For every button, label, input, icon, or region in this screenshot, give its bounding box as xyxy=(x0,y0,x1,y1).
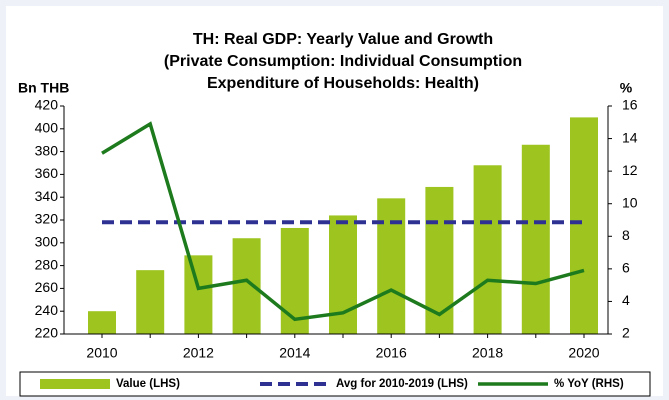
y-tick-label: 340 xyxy=(35,188,59,204)
y-axis-title: Bn THB xyxy=(18,80,69,96)
y-tick-label: 220 xyxy=(35,325,59,341)
x-tick-label: 2014 xyxy=(279,345,310,361)
bar xyxy=(425,186,454,334)
y2-axis-title: % xyxy=(620,80,633,96)
y-tick-label: 360 xyxy=(35,165,59,181)
x-tick-label: 2012 xyxy=(183,345,214,361)
chart-title: (Private Consumption: Individual Consump… xyxy=(164,53,522,70)
y2-tick-label: 8 xyxy=(622,227,630,243)
bar xyxy=(329,215,357,334)
y-tick-label: 260 xyxy=(35,279,59,295)
y-tick-label: 320 xyxy=(35,211,59,227)
bar xyxy=(473,165,502,334)
legend-label: Avg for 2010-2019 (LHS) xyxy=(336,378,468,390)
y2-tick-label: 2 xyxy=(622,325,630,341)
line xyxy=(101,121,585,322)
chart-title: Expenditure of Households: Health) xyxy=(207,75,479,92)
y-tick-label: 300 xyxy=(35,234,59,250)
y-tick-label: 380 xyxy=(35,142,59,158)
legend-swatch xyxy=(40,379,110,389)
y-tick-label: 240 xyxy=(35,302,59,318)
y2-tick-label: 6 xyxy=(622,260,630,276)
bar xyxy=(570,117,598,335)
bar xyxy=(184,255,213,334)
x-tick-label: 2010 xyxy=(86,345,117,361)
y2-tick-label: 4 xyxy=(622,292,630,308)
y-tick-label: 280 xyxy=(35,256,59,272)
x-tick-label: 2020 xyxy=(568,345,599,361)
y2-tick-label: 10 xyxy=(622,194,638,210)
x-tick-label: 2018 xyxy=(472,345,503,361)
y2-tick-label: 12 xyxy=(622,162,638,178)
bar xyxy=(136,270,165,334)
y-tick-label: 400 xyxy=(35,120,59,136)
chart-title: TH: Real GDP: Yearly Value and Growth xyxy=(193,31,493,48)
legend-label: % YoY (RHS) xyxy=(554,378,624,390)
y2-tick-label: 16 xyxy=(622,97,638,113)
y2-tick-label: 14 xyxy=(622,129,638,145)
x-tick-label: 2016 xyxy=(376,345,407,361)
y-tick-label: 420 xyxy=(35,97,59,113)
legend-label: Value (LHS) xyxy=(116,378,180,390)
bar xyxy=(521,144,550,334)
bar xyxy=(377,198,406,334)
bar xyxy=(88,311,116,334)
